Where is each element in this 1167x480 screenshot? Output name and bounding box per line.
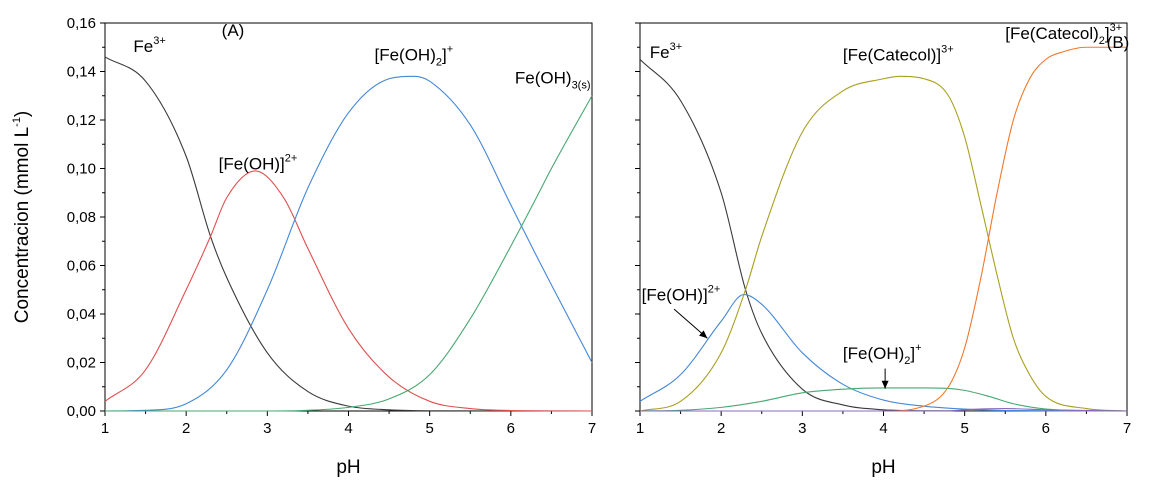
species-label: Fe3+ (133, 35, 165, 56)
species-label-text: Fe (133, 37, 153, 56)
series-line-fe3 (104, 56, 593, 412)
y-axis-title-sup: -1 (11, 117, 23, 127)
species-label: Fe(OH)3(s) (515, 69, 591, 92)
y-tick-label: 0,14 (67, 64, 96, 81)
series-line-feoh (639, 294, 1128, 412)
panel-label: (A) (222, 21, 245, 40)
panel-label: (B) (1107, 33, 1130, 52)
series-line-feoh2 (104, 75, 593, 412)
y-tick-label: 0,10 (67, 161, 96, 178)
species-label: [Fe(Catecol)]3+ (843, 44, 954, 65)
x-axis-title: pH (871, 457, 895, 478)
y-tick-label: 0,12 (67, 112, 96, 129)
chart-panel-a: 1 2 3 4 5 6 7 0,00 0,02 0,04 0,06 0,08 0,10 0,12 0,14 0… (11, 15, 596, 478)
x-tick-label: 4 (344, 420, 352, 437)
species-label-text: Fe (650, 43, 670, 62)
x-tick-label: 6 (1042, 420, 1050, 437)
x-tick-label: 3 (798, 420, 806, 437)
species-label-text: [Fe(OH) (843, 344, 904, 363)
species-label-sup: 3+ (941, 44, 954, 56)
y-axis-title: Concentracion (mmol L-1) (11, 111, 33, 324)
x-axis-title: pH (336, 457, 360, 478)
species-label-close: ] (442, 46, 447, 65)
x-tick-label: 7 (588, 420, 596, 437)
species-label-sup: 3+ (1110, 22, 1123, 34)
species-label: [Fe(OH)]2+ (642, 284, 721, 305)
y-tick-label: 0,06 (67, 258, 96, 275)
series-line-fecat (639, 75, 1128, 412)
species-label-sup: + (915, 342, 921, 354)
species-label-text: [Fe(OH)] (642, 286, 708, 305)
species-label-text: [Fe(OH) (374, 46, 435, 65)
species-label-text: Fe(OH) (515, 69, 572, 88)
series-line-trace (639, 408, 1128, 412)
series-line-feoh2 (639, 387, 1128, 412)
species-label-sub: 3(s) (572, 80, 591, 92)
x-tick-label: 2 (717, 420, 725, 437)
species-label-sub: 2 (1099, 35, 1105, 47)
species-label-close: ] (910, 344, 915, 363)
species-label: Fe3+ (650, 41, 682, 62)
species-label-sup: 2+ (285, 153, 298, 165)
x-tick-label: 5 (960, 420, 968, 437)
species-label: [Fe(OH)2]+ (843, 342, 922, 367)
x-tick-label: 3 (263, 420, 271, 437)
x-tick-label: 4 (879, 420, 887, 437)
species-label: [Fe(OH)2]+ (374, 44, 453, 69)
y-tick-label: 0,04 (67, 306, 96, 323)
y-tick-label: 0,00 (67, 403, 96, 420)
species-label-sup: 2+ (708, 284, 721, 296)
species-label-text: [Fe(OH)] (219, 155, 285, 174)
species-label-sup: 3+ (153, 35, 166, 47)
species-label-text: [Fe(Catecol) (1005, 24, 1099, 43)
series-line-feoh (104, 170, 593, 412)
x-tick-label: 6 (507, 420, 515, 437)
species-label: [Fe(Catecol)2]3+ (1005, 22, 1122, 47)
species-label: [Fe(OH)]2+ (219, 153, 298, 174)
y-tick-label: 0,08 (67, 209, 96, 226)
y-axis-title-text: Concentracion (mmol L (12, 127, 33, 323)
x-tick-label: 5 (425, 420, 433, 437)
species-label-sub: 2 (904, 355, 910, 367)
x-tick-label: 7 (1123, 420, 1131, 437)
y-tick-label: 0,16 (67, 15, 96, 32)
species-label-sub: 2 (436, 57, 442, 69)
x-tick-label: 1 (101, 420, 109, 437)
species-label-sup: + (447, 44, 453, 56)
x-tick-label: 2 (182, 420, 190, 437)
species-label-text: [Fe(Catecol)] (843, 46, 941, 65)
y-axis-title-close: ) (12, 111, 33, 117)
annotation-arrowhead (699, 330, 708, 339)
series-line-feoh3 (104, 95, 593, 412)
y-tick-label: 0,02 (67, 355, 96, 372)
species-label-close: ] (1105, 24, 1110, 43)
annotation-arrowhead (881, 380, 889, 389)
x-tick-label: 1 (636, 420, 644, 437)
species-label-sup: 3+ (670, 41, 683, 53)
